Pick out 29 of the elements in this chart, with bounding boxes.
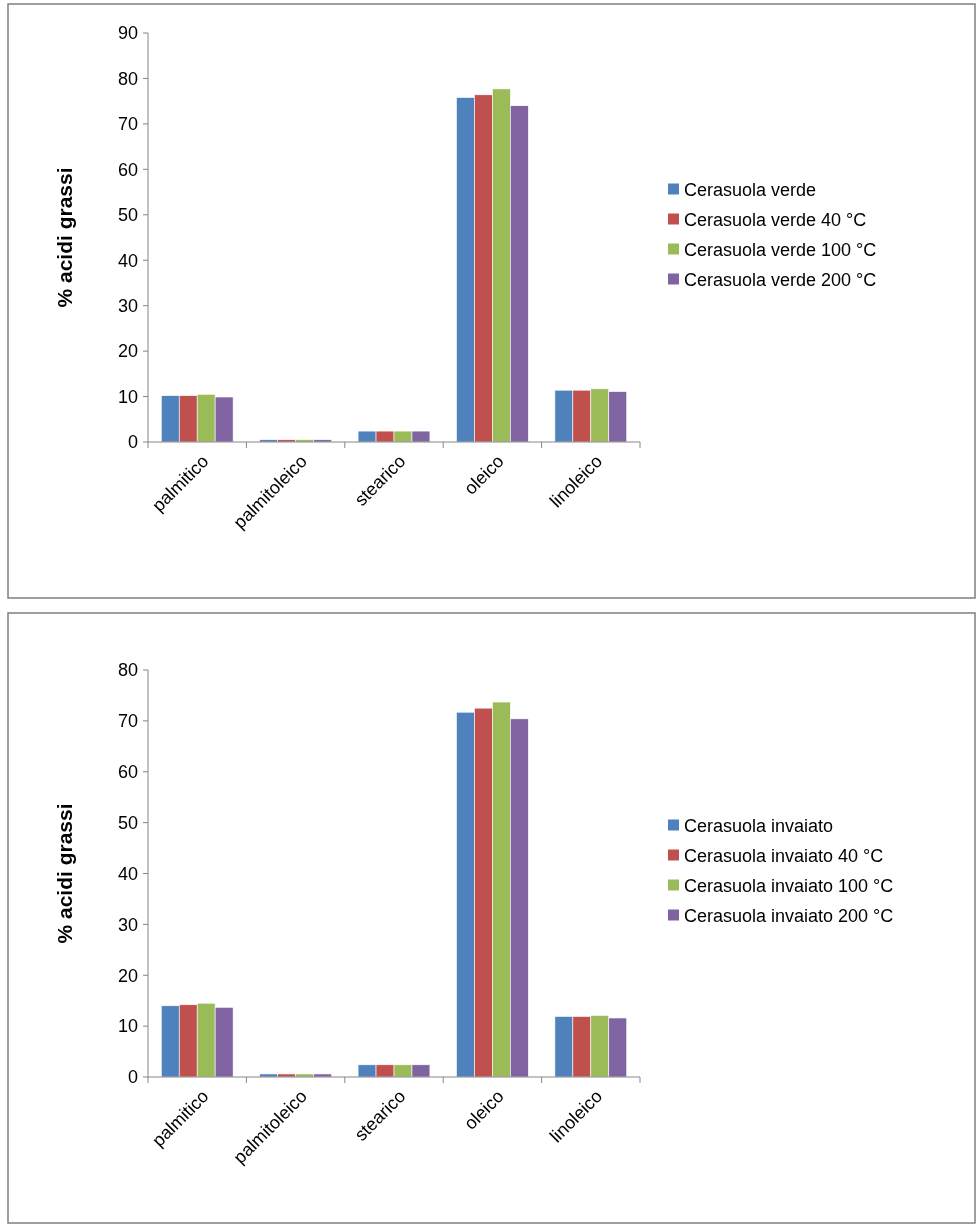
legend-label: Cerasuola invaiato 200 °C (684, 905, 894, 926)
legend-label: Cerasuola verde 100 °C (684, 239, 877, 260)
legend-label: Cerasuola verde 200 °C (684, 269, 877, 290)
y-tick-label: 60 (117, 762, 138, 783)
legend-label: Cerasuola invaiato 100 °C (684, 875, 894, 896)
y-tick-label: 50 (117, 205, 138, 226)
y-tick-label: 80 (117, 660, 138, 681)
legend-label: Cerasuola invaiato (684, 815, 834, 836)
y-tick-label: 20 (117, 965, 138, 986)
legend-label: Cerasuola verde (684, 179, 817, 200)
y-tick-label: 10 (117, 386, 138, 407)
y-tick-label: 30 (117, 295, 138, 316)
y-tick-label: 0 (127, 1067, 138, 1088)
y-tick-label: 20 (117, 341, 138, 362)
y-tick-label: 0 (127, 432, 138, 453)
y-tick-label: 90 (117, 23, 138, 44)
legend-label: Cerasuola invaiato 40 °C (684, 845, 884, 866)
y-tick-label: 60 (117, 159, 138, 180)
y-tick-label: 50 (117, 812, 138, 833)
legend-label: Cerasuola verde 40 °C (684, 209, 867, 230)
y-axis-title: % acidi grassi (53, 167, 76, 308)
y-tick-label: 70 (117, 114, 138, 135)
y-tick-label: 40 (117, 250, 138, 271)
y-tick-label: 70 (117, 711, 138, 732)
y-tick-label: 80 (117, 68, 138, 89)
y-tick-label: 40 (117, 863, 138, 884)
y-tick-label: 30 (117, 914, 138, 935)
y-axis-title: % acidi grassi (53, 803, 76, 944)
y-tick-label: 10 (117, 1016, 138, 1037)
